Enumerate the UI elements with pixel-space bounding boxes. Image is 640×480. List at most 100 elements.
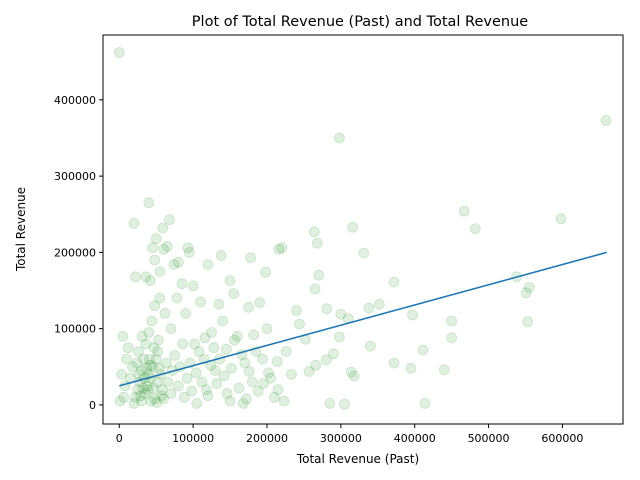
chart-title: Plot of Total Revenue (Past) and Total R… bbox=[192, 14, 528, 30]
scatter-point bbox=[158, 243, 170, 255]
scatter-point bbox=[243, 365, 255, 377]
y-axis-label: Total Revenue bbox=[14, 187, 28, 272]
scatter-point bbox=[143, 327, 155, 338]
scatter-point bbox=[229, 334, 240, 346]
scatter-point bbox=[555, 213, 567, 225]
scatter-point bbox=[172, 380, 184, 392]
scatter-point bbox=[308, 226, 320, 238]
scatter-point bbox=[165, 323, 177, 335]
scatter-point bbox=[237, 397, 249, 409]
scatter-point bbox=[211, 378, 223, 390]
scatter-point bbox=[208, 342, 220, 354]
trend-line bbox=[119, 251, 607, 387]
plot-area bbox=[113, 47, 612, 410]
scatter-point bbox=[128, 397, 140, 409]
scatter-point bbox=[121, 353, 132, 365]
scatter-point bbox=[181, 372, 193, 384]
scatter-point bbox=[151, 397, 163, 409]
scatter-point bbox=[278, 395, 290, 407]
scatter-point bbox=[171, 292, 183, 304]
scatter-point bbox=[600, 115, 612, 126]
scatter-point bbox=[178, 391, 190, 403]
scatter-point bbox=[139, 388, 151, 399]
scatter-point bbox=[243, 301, 254, 313]
scatter-point bbox=[177, 338, 189, 350]
scatter-point bbox=[149, 300, 161, 312]
scatter-point bbox=[523, 282, 535, 293]
x-tick-label: 300000 bbox=[320, 432, 362, 445]
scatter-point bbox=[144, 359, 156, 371]
scatter-point bbox=[150, 353, 162, 365]
scatter-point bbox=[328, 348, 339, 360]
scatter-point bbox=[271, 356, 283, 367]
scatter-point bbox=[333, 331, 345, 343]
scatter-point bbox=[113, 47, 125, 58]
scatter-point bbox=[136, 330, 148, 342]
scatter-point bbox=[313, 269, 325, 281]
scatter-point bbox=[150, 233, 162, 245]
scatter-point bbox=[135, 395, 147, 407]
scatter-point bbox=[195, 296, 206, 308]
scatter-point bbox=[285, 368, 297, 380]
scatter-point bbox=[147, 361, 158, 373]
scatter-point bbox=[345, 366, 357, 378]
scatter-point bbox=[257, 353, 268, 365]
scatter-point bbox=[114, 395, 126, 407]
scatter-point bbox=[245, 252, 257, 264]
y-tick-label: 300000 bbox=[54, 170, 96, 183]
scatter-point bbox=[280, 346, 292, 357]
x-tick-label: 200000 bbox=[246, 432, 288, 445]
scatter-point bbox=[146, 315, 158, 327]
y-tick-label: 0 bbox=[89, 399, 96, 412]
scatter-point bbox=[200, 384, 212, 396]
scatter-point bbox=[310, 359, 322, 371]
scatter-point bbox=[148, 342, 160, 354]
scatter-point bbox=[147, 382, 159, 394]
scatter-point bbox=[189, 338, 201, 350]
scatter-point bbox=[144, 353, 155, 365]
scatter-point bbox=[373, 298, 385, 310]
x-tick-label: 500000 bbox=[468, 432, 510, 445]
scatter-point bbox=[309, 283, 321, 295]
y-tick-label: 100000 bbox=[54, 323, 96, 336]
scatter-point bbox=[141, 380, 153, 392]
scatter-point bbox=[252, 385, 264, 397]
scatter-point bbox=[187, 280, 199, 292]
scatter-point bbox=[196, 376, 208, 388]
scatter-point bbox=[335, 308, 347, 320]
scatter-point bbox=[190, 367, 202, 379]
y-tick-label: 200000 bbox=[54, 246, 96, 259]
scatter-point bbox=[276, 242, 288, 254]
scatter-point bbox=[231, 330, 243, 342]
scatter-point bbox=[303, 365, 315, 377]
scatter-point bbox=[135, 390, 147, 402]
scatter-point bbox=[388, 276, 400, 288]
scatter-point bbox=[157, 222, 169, 234]
scatter-point bbox=[446, 315, 458, 327]
scatter-point bbox=[458, 205, 470, 217]
scatter-point bbox=[172, 256, 184, 268]
scatter-point bbox=[133, 346, 144, 357]
scatter-point bbox=[348, 370, 360, 382]
scatter-point bbox=[419, 397, 431, 409]
scatter-point bbox=[320, 354, 332, 366]
scatter-point bbox=[364, 340, 376, 352]
scatter-point bbox=[333, 132, 345, 144]
scatter-point bbox=[248, 329, 260, 341]
scatter-point bbox=[218, 370, 230, 382]
scatter-point bbox=[149, 393, 161, 405]
scatter-point bbox=[324, 397, 336, 409]
scatter-point bbox=[144, 275, 156, 287]
scatter-point bbox=[291, 304, 302, 316]
x-tick-label: 0 bbox=[116, 432, 123, 445]
scatter-point bbox=[183, 246, 195, 258]
scatter-point bbox=[240, 393, 252, 405]
scatter-point bbox=[224, 275, 236, 287]
scatter-point bbox=[143, 197, 155, 209]
scatter-point bbox=[215, 249, 227, 261]
scatter-point bbox=[130, 271, 141, 283]
scatter-point bbox=[260, 266, 271, 278]
scatter-point bbox=[446, 332, 458, 344]
scatter-point bbox=[272, 384, 284, 396]
